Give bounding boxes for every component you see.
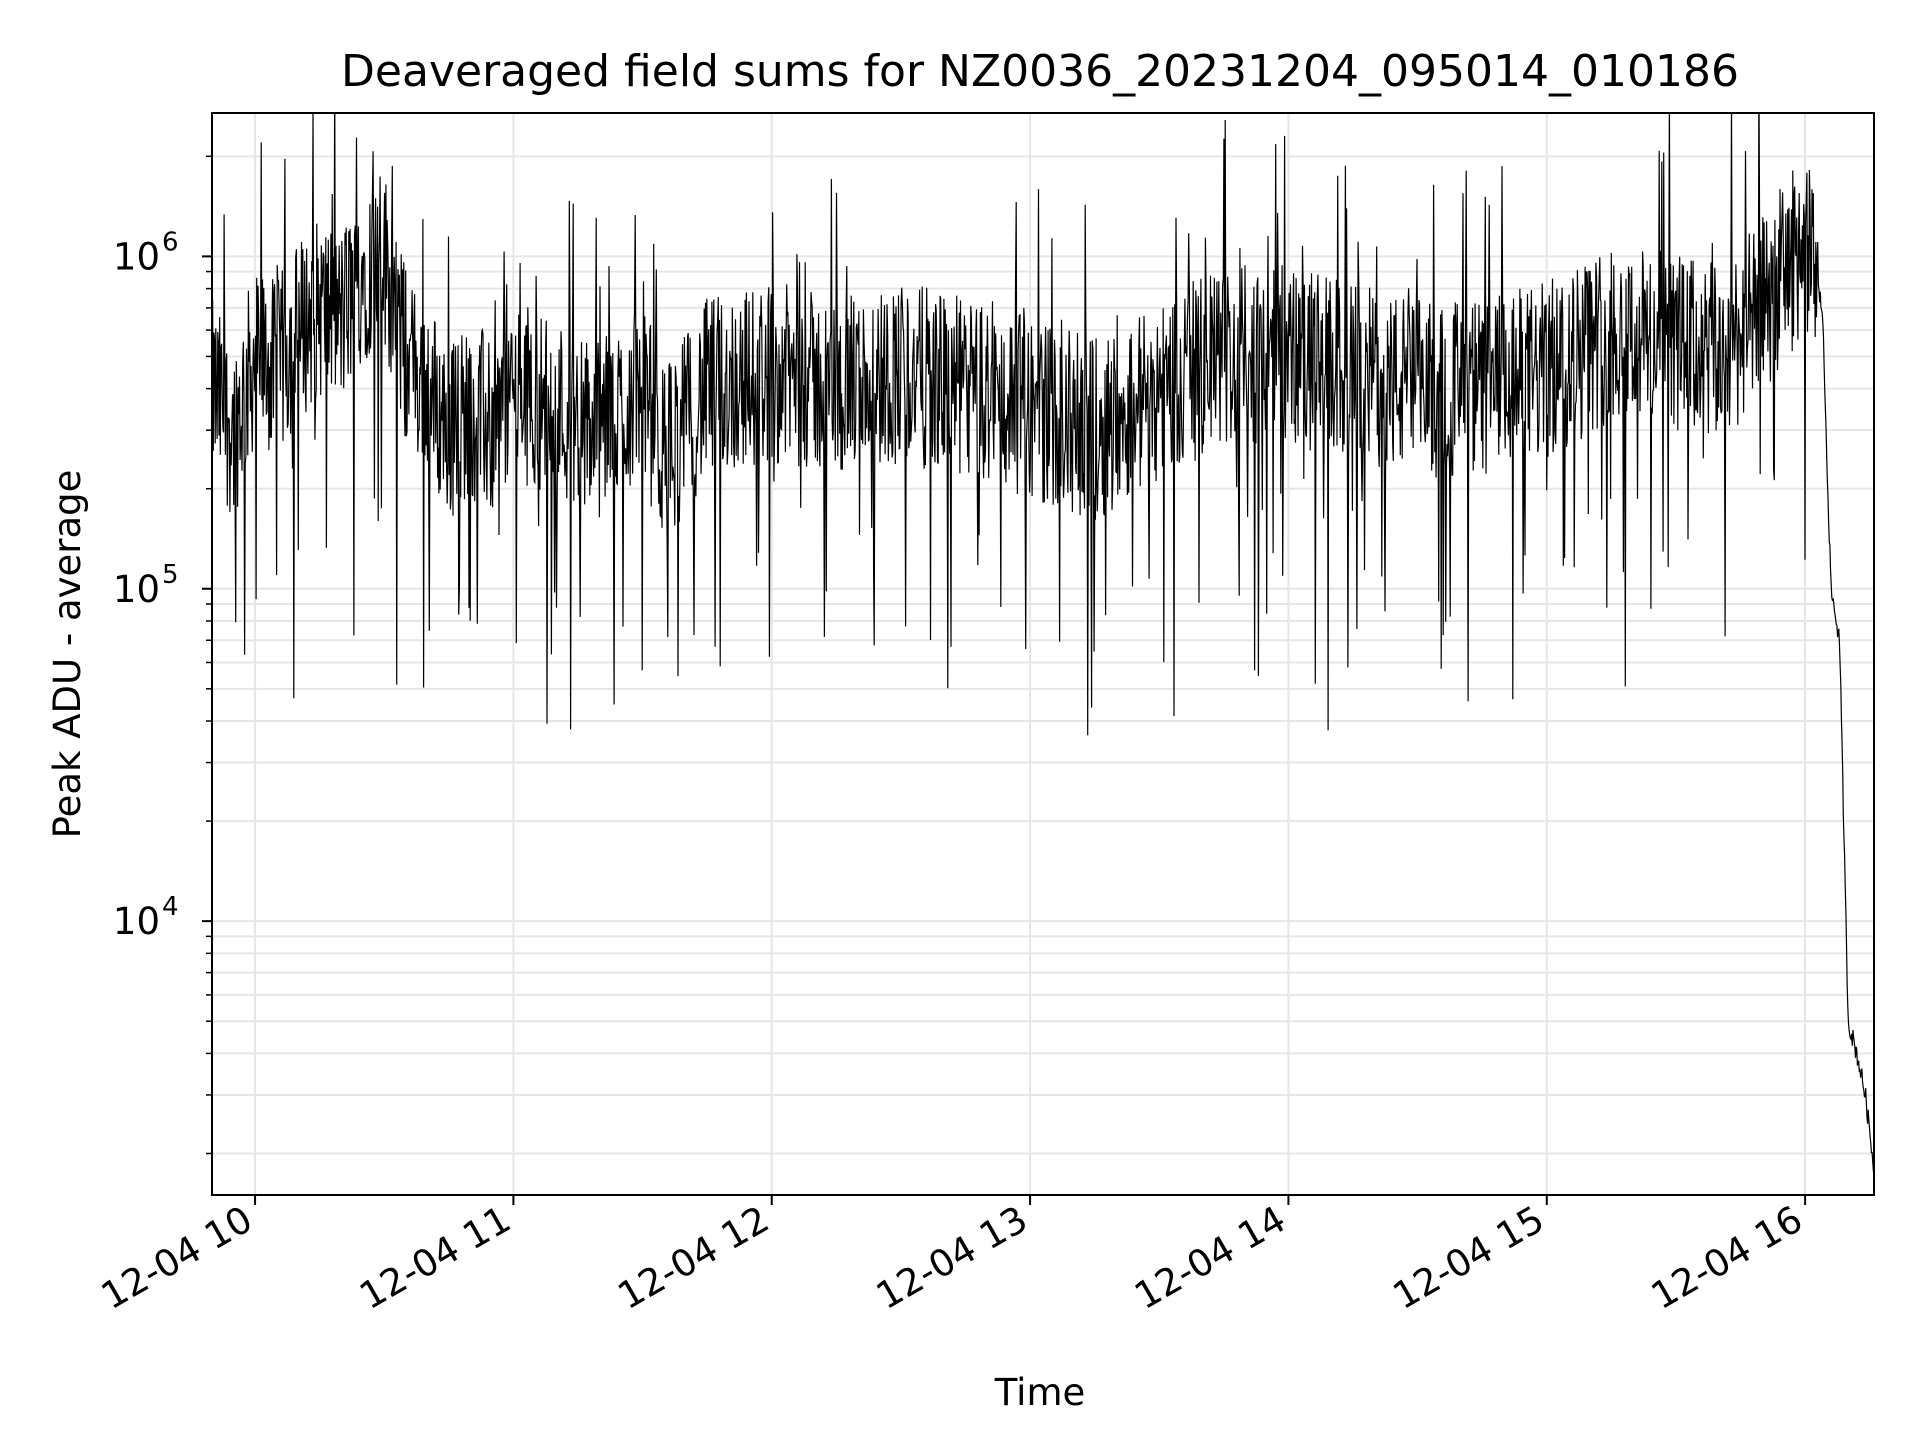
y-tick-label: 10	[113, 235, 160, 278]
x-tick-label: 12-04 16	[1644, 1198, 1810, 1318]
x-tick-label: 12-04 12	[611, 1198, 777, 1318]
x-axis: 12-04 10 12-04 11 12-04 12 12-04 13 12-04 14…	[94, 1195, 1810, 1318]
x-tick-label: 12-04 14	[1127, 1198, 1293, 1318]
x-tick-label: 12-04 15	[1386, 1198, 1552, 1318]
y-tick-label: 10	[113, 900, 160, 943]
chart-title: Deaveraged field sums for NZ0036_2023120…	[341, 46, 1739, 97]
x-tick-label: 12-04 13	[869, 1198, 1035, 1318]
x-tick-label: 12-04 11	[352, 1198, 518, 1318]
x-tick-label: 12-04 10	[94, 1198, 260, 1318]
series-line	[212, 113, 1874, 1172]
y-tick-label: 10	[113, 568, 160, 611]
x-axis-label: Time	[994, 1371, 1086, 1414]
plot-frame	[211, 112, 1875, 1196]
y-axis-label: Peak ADU - average	[46, 470, 89, 839]
y-tick-exponent: 6	[162, 227, 179, 257]
y-tick-exponent: 4	[162, 892, 179, 922]
y-tick-exponent: 5	[162, 560, 179, 590]
